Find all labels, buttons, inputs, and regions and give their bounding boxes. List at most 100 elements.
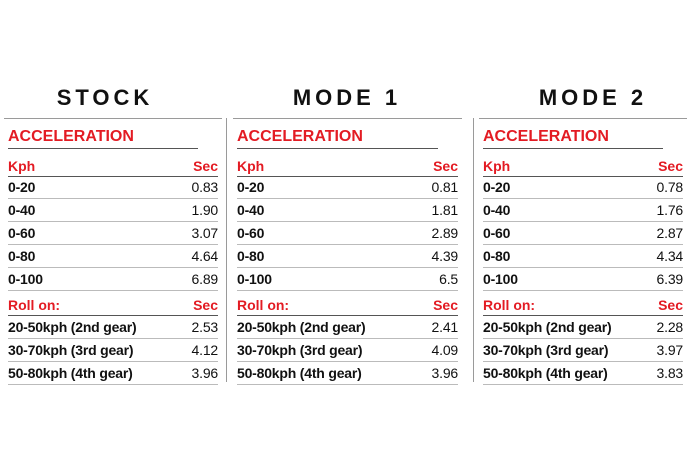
- row-label: 0-80: [483, 248, 511, 264]
- row-label: 0-20: [483, 179, 511, 195]
- row-label: 30-70kph (3rd gear): [237, 342, 363, 358]
- row-value: 4.64: [191, 248, 219, 264]
- rule: [483, 315, 683, 316]
- rule: [8, 290, 218, 291]
- panel-title: MODE 1: [292, 85, 402, 110]
- panel-title: MODE 2: [538, 85, 648, 110]
- row-label: 0-80: [8, 248, 36, 264]
- rule: [237, 384, 458, 385]
- rule: [8, 384, 218, 385]
- row-label: 0-100: [237, 271, 272, 287]
- rule: [8, 315, 218, 316]
- row-label: 20-50kph (2nd gear): [8, 319, 137, 335]
- divider: [473, 118, 474, 382]
- rule: [8, 148, 198, 149]
- row-value: 2.41: [431, 319, 459, 335]
- row-label: 20-50kph (2nd gear): [483, 319, 612, 335]
- rule: [8, 221, 218, 222]
- rule: [237, 244, 458, 245]
- rule: [237, 176, 458, 177]
- column-header: Kph: [8, 158, 36, 174]
- panel-title: STOCK: [56, 85, 154, 110]
- rule: [8, 176, 218, 177]
- rule: [8, 361, 218, 362]
- rule: [233, 118, 462, 119]
- rule: [237, 267, 458, 268]
- column-header: Sec: [193, 297, 218, 313]
- rule: [8, 198, 218, 199]
- row-label: 0-100: [483, 271, 518, 287]
- row-value: 1.90: [191, 202, 219, 218]
- column-header: Sec: [193, 158, 218, 174]
- row-value: 4.39: [431, 248, 459, 264]
- row-value: 0.81: [431, 179, 459, 195]
- row-value: 4.34: [656, 248, 684, 264]
- row-label: 0-60: [483, 225, 511, 241]
- row-label: 30-70kph (3rd gear): [483, 342, 609, 358]
- row-value: 2.87: [656, 225, 684, 241]
- rule: [483, 290, 683, 291]
- rule: [4, 118, 222, 119]
- row-label: 50-80kph (4th gear): [8, 365, 133, 381]
- column-header: Kph: [483, 158, 511, 174]
- rule: [237, 148, 438, 149]
- row-label: 0-100: [8, 271, 43, 287]
- row-label: 0-40: [237, 202, 265, 218]
- column-header: Roll on:: [8, 297, 61, 313]
- section-title: ACCELERATION: [237, 128, 363, 145]
- section-title: ACCELERATION: [8, 128, 134, 145]
- rule: [483, 267, 683, 268]
- rule: [237, 290, 458, 291]
- row-value: 2.53: [191, 319, 219, 335]
- row-label: 20-50kph (2nd gear): [237, 319, 366, 335]
- column-header: Sec: [658, 158, 683, 174]
- rule: [237, 315, 458, 316]
- row-value: 3.07: [191, 225, 219, 241]
- rule: [483, 338, 683, 339]
- row-value: 3.96: [431, 365, 459, 381]
- rule: [8, 267, 218, 268]
- row-value: 3.83: [656, 365, 684, 381]
- rule: [8, 338, 218, 339]
- row-value: 4.12: [191, 342, 219, 358]
- row-value: 2.89: [431, 225, 459, 241]
- row-label: 0-20: [8, 179, 36, 195]
- row-value: 6.39: [656, 271, 684, 287]
- row-label: 50-80kph (4th gear): [483, 365, 608, 381]
- rule: [483, 361, 683, 362]
- row-value: 0.83: [191, 179, 219, 195]
- row-value: 0.78: [656, 179, 684, 195]
- row-label: 0-20: [237, 179, 265, 195]
- column-header: Kph: [237, 158, 265, 174]
- rule: [483, 244, 683, 245]
- row-label: 30-70kph (3rd gear): [8, 342, 134, 358]
- divider: [226, 118, 227, 382]
- row-label: 0-40: [8, 202, 36, 218]
- row-value: 3.96: [191, 365, 219, 381]
- row-value: 6.89: [191, 271, 219, 287]
- row-value: 3.97: [656, 342, 684, 358]
- rule: [483, 221, 683, 222]
- column-header: Roll on:: [483, 297, 536, 313]
- row-label: 0-80: [237, 248, 265, 264]
- rule: [483, 198, 683, 199]
- row-value: 1.81: [431, 202, 459, 218]
- rule: [483, 384, 683, 385]
- rule: [479, 118, 687, 119]
- row-label: 0-40: [483, 202, 511, 218]
- column-header: Sec: [433, 297, 458, 313]
- row-label: 0-60: [8, 225, 36, 241]
- rule: [8, 244, 218, 245]
- rule: [483, 176, 683, 177]
- row-value: 1.76: [656, 202, 684, 218]
- column-header: Sec: [658, 297, 683, 313]
- column-header: Sec: [433, 158, 458, 174]
- rule: [483, 148, 663, 149]
- section-title: ACCELERATION: [483, 128, 609, 145]
- column-header: Roll on:: [237, 297, 290, 313]
- row-value: 6.5: [439, 271, 458, 287]
- row-value: 2.28: [656, 319, 684, 335]
- rule: [237, 221, 458, 222]
- row-label: 50-80kph (4th gear): [237, 365, 362, 381]
